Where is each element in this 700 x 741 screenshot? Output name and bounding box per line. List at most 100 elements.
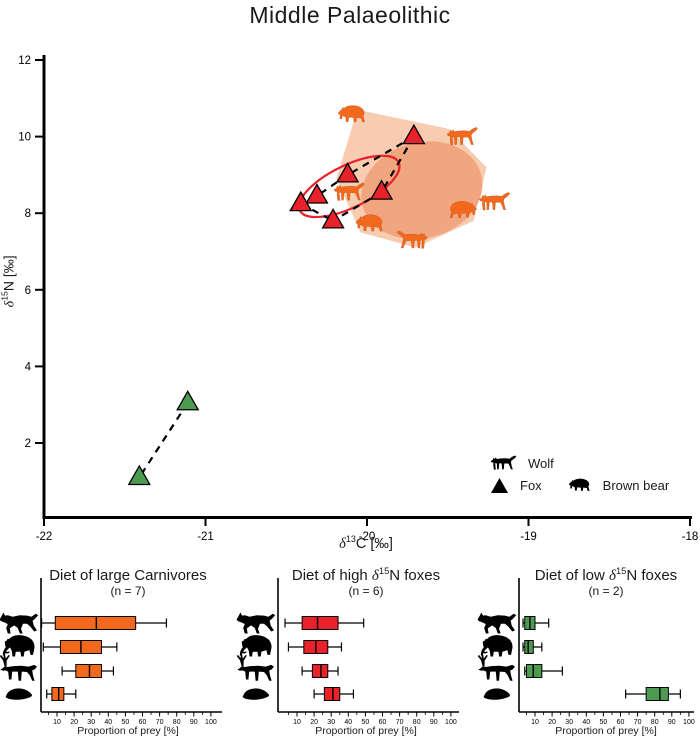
horse-icon <box>0 612 39 634</box>
boxplot1-n: (n = 7) <box>110 584 146 598</box>
box-rect <box>525 664 543 678</box>
boxplot3-xlabel: Proportion of prey [%] <box>555 725 657 737</box>
box-x-tick-label: 40 <box>104 719 112 726</box>
wolf-icon <box>490 455 517 471</box>
scatter-plot: 2 4 6 8 10 12 -22 -21 -20 -19 -18 <box>18 55 699 543</box>
box-x-tick-label: 30 <box>87 719 95 726</box>
box-rect <box>51 687 65 701</box>
box-x-tick-label: 50 <box>362 719 370 726</box>
box-rect <box>311 664 329 678</box>
box-x-tick-label: 40 <box>344 719 352 726</box>
boxplot3-title-pre: Diet of low <box>534 567 609 584</box>
boxplot-large-carnivores: Diet of large Carnivores (n = 7) 10 20 30 4… <box>0 565 233 741</box>
fox-point-triangle <box>176 389 200 411</box>
boxplot1-title-pre: Diet of large Carnivores <box>49 567 207 584</box>
box-x-tick-label: 30 <box>327 719 335 726</box>
x-tick-label: -19 <box>520 531 537 543</box>
x-tick-label: -21 <box>197 531 214 543</box>
box-x-tick-label: 70 <box>396 719 404 726</box>
x-axis-label-unit: C [‰] <box>355 535 393 552</box>
boxplot3-title: Diet of low δ15N foxes <box>496 566 700 585</box>
fox-point-triangle <box>402 123 426 145</box>
box-rect <box>524 640 534 654</box>
boxplot3-n: (n = 2) <box>588 584 624 598</box>
legend-group-bear: Brown bear <box>568 478 669 493</box>
box-x-tick-label: 90 <box>430 719 438 726</box>
legend: Wolf Fox Brown bear <box>490 452 700 496</box>
horse-icon <box>236 612 276 634</box>
boxplot2-title-delta: δ <box>371 568 379 584</box>
box-x-tick-label: 50 <box>122 719 130 726</box>
mammoth-icon <box>2 635 35 657</box>
fox-point-triangle <box>369 179 394 200</box>
figure-title: Middle Palaeolithic <box>0 2 700 29</box>
boxplot3-title-delta: δ <box>609 568 616 584</box>
fox-point-triangle <box>321 208 345 229</box>
box-x-tick-label: 20 <box>70 719 78 726</box>
box-rect <box>323 687 341 701</box>
reindeer-icon <box>477 653 515 681</box>
fox-point-triangle <box>305 183 329 204</box>
legend-row-fox-bear: Fox Brown bear <box>490 474 700 496</box>
y-tick-label: 6 <box>25 285 31 297</box>
reindeer-icon <box>0 653 38 681</box>
rodent-icon <box>242 688 270 700</box>
box-x-tick-label: 70 <box>634 719 642 726</box>
box-rect <box>54 616 137 630</box>
y-tick-label: 12 <box>18 55 31 67</box>
box-x-tick-label: 60 <box>139 719 147 726</box>
box-rect <box>301 616 339 630</box>
box-x-tick-label: 10 <box>531 719 539 726</box>
boxplot2-title-pre: Diet of high <box>291 567 372 584</box>
box-x-tick-label: 10 <box>53 719 61 726</box>
boxplot3-title-sup: 15 <box>615 566 627 576</box>
bear-icon <box>568 478 592 492</box>
box-x-tick-label: 30 <box>565 719 573 726</box>
legend-label-wolf: Wolf <box>528 455 554 471</box>
mammoth-icon <box>480 635 513 657</box>
dashed-link <box>138 402 189 479</box>
box-x-tick-label: 100 <box>445 719 457 726</box>
fox-point-triangle <box>336 162 360 183</box>
boxplot1-xlabel: Proportion of prey [%] <box>77 725 179 737</box>
boxplot-low-n15-foxes: Diet of low δ15N foxes (n = 2) 10 20 30 40 5… <box>466 565 700 741</box>
legend-row-wolf: Wolf <box>490 452 700 474</box>
boxplot2-title-sup: 15 <box>378 566 390 576</box>
rodent-icon <box>5 688 33 700</box>
x-tick-label: -22 <box>36 531 53 543</box>
box-x-tick-label: 20 <box>310 719 318 726</box>
box-rect <box>75 664 102 678</box>
x-tick-label: -18 <box>682 531 699 543</box>
horse-icon <box>477 612 517 634</box>
y-tick-label: 2 <box>25 438 31 450</box>
x-tick-label: -20 <box>359 531 376 543</box>
legend-label-bear: Brown bear <box>602 477 670 493</box>
box-x-tick-label: 100 <box>205 719 217 726</box>
wolf-icon <box>446 127 478 146</box>
boxplot2-n: (n = 6) <box>348 584 384 598</box>
figure-title-text: Middle Palaeolithic <box>249 2 451 28</box>
wolf-icon <box>479 192 511 211</box>
y-tick-label: 8 <box>25 208 31 220</box>
box-rect <box>645 687 669 701</box>
boxplot1-canvas: 10 20 30 40 50 60 70 80 90 100 <box>0 578 222 726</box>
box-x-tick-label: 70 <box>156 719 164 726</box>
rodent-icon <box>483 688 511 700</box>
box-x-tick-label: 80 <box>413 719 421 726</box>
x-axis-label-sup: 13 <box>345 534 356 544</box>
fox-point-triangle <box>289 190 313 212</box>
boxplot2-title-post: N foxes <box>389 567 441 584</box>
box-x-tick-label: 80 <box>651 719 659 726</box>
box-x-tick-label: 90 <box>668 719 676 726</box>
boxplot3-title-post: N foxes <box>626 567 678 584</box>
wolf-point <box>446 127 478 146</box>
box-x-tick-label: 90 <box>190 719 198 726</box>
boxplot2-canvas: 10 20 30 40 50 60 70 80 90 100 <box>236 578 459 726</box>
box-x-tick-label: 50 <box>600 719 608 726</box>
box-x-tick-label: 10 <box>293 719 301 726</box>
box-x-tick-label: 60 <box>617 719 625 726</box>
y-tick-label: 4 <box>25 361 32 373</box>
reindeer-icon <box>236 653 274 681</box>
legend-label-fox: Fox <box>520 477 542 493</box>
boxplot3-canvas: 10 20 30 40 50 60 70 80 90 100 <box>477 578 695 726</box>
